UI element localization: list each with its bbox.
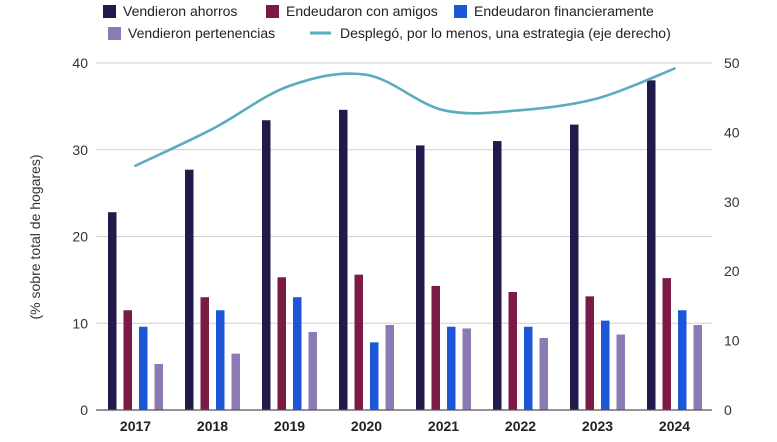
bars xyxy=(108,80,702,410)
bar xyxy=(354,274,363,410)
bar xyxy=(139,326,148,410)
legend-swatch xyxy=(454,5,467,18)
axes: 0 10 20 30 40 0 10 20 30 40 50 (% sobre total de ho… xyxy=(27,55,740,434)
y2-tick-label: 30 xyxy=(724,194,740,210)
y-tick-label: 40 xyxy=(72,55,88,71)
bar xyxy=(601,320,610,410)
line-series-path xyxy=(134,67,676,168)
bar xyxy=(570,124,579,410)
y-tick-label: 30 xyxy=(72,142,88,158)
y-tick-label: 10 xyxy=(72,315,88,331)
bar xyxy=(616,334,625,410)
bar xyxy=(200,297,209,410)
bar xyxy=(493,141,502,410)
bar xyxy=(293,297,302,410)
x-tick-label: 2024 xyxy=(659,418,690,434)
bar xyxy=(216,310,225,410)
y2-tick-label: 50 xyxy=(724,55,740,71)
y-tick-label: 20 xyxy=(72,229,88,245)
bar xyxy=(108,212,117,410)
bar xyxy=(585,296,594,410)
x-tick-label: 2019 xyxy=(274,418,305,434)
y2-tick-label: 0 xyxy=(724,402,732,418)
x-tick-label: 2018 xyxy=(197,418,228,434)
x-tick-label: 2017 xyxy=(120,418,151,434)
bar xyxy=(524,326,533,410)
bar xyxy=(154,364,163,410)
bar xyxy=(231,353,240,410)
y-tick-label: 0 xyxy=(80,402,88,418)
line-series xyxy=(134,67,676,168)
x-tick-label: 2022 xyxy=(505,418,536,434)
x-tick-label: 2020 xyxy=(351,418,382,434)
bar xyxy=(693,324,702,410)
legend-label: Endeudaron con amigos xyxy=(286,3,438,19)
bar xyxy=(262,120,271,410)
bar xyxy=(539,337,548,410)
legend-label: Vendieron pertenencias xyxy=(128,25,275,41)
bar xyxy=(662,278,671,410)
x-tick-label: 2023 xyxy=(582,418,613,434)
bar xyxy=(508,292,517,410)
legend-swatch xyxy=(108,27,121,40)
bar xyxy=(123,310,132,410)
bar xyxy=(385,324,394,410)
bar xyxy=(277,277,286,410)
bar xyxy=(462,328,471,410)
bar xyxy=(416,145,425,410)
bar xyxy=(370,342,379,410)
bar xyxy=(339,109,348,410)
bar xyxy=(678,310,687,410)
legend-label: Endeudaron financieramente xyxy=(474,3,654,19)
legend-label: Vendieron ahorros xyxy=(123,3,237,19)
bar xyxy=(185,169,194,410)
legend-label: Desplegó, por lo menos, una estrategia (… xyxy=(340,25,671,41)
bar xyxy=(447,326,456,410)
y2-tick-label: 10 xyxy=(724,333,740,349)
x-tick-label: 2021 xyxy=(428,418,459,434)
y2-tick-label: 20 xyxy=(724,263,740,279)
legend-swatch xyxy=(266,5,279,18)
legend-swatch xyxy=(103,5,116,18)
bar xyxy=(647,80,656,410)
legend: Vendieron ahorros Endeudaron con amigos En… xyxy=(103,3,671,41)
bar xyxy=(431,285,440,410)
y-axis-title: (% sobre total de hogares) xyxy=(27,155,43,320)
bar xyxy=(308,331,317,410)
y2-tick-label: 40 xyxy=(724,124,740,140)
